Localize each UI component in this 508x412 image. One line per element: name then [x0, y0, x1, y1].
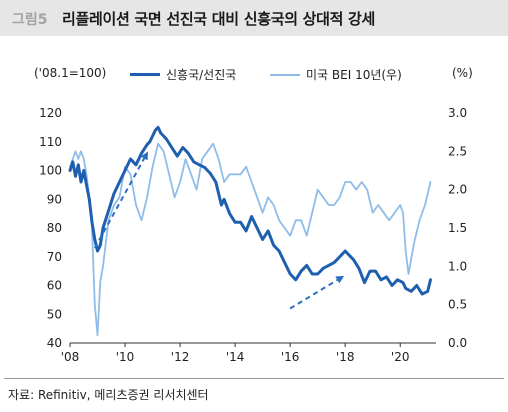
legend-label-bei: 미국 BEI 10년(우): [306, 68, 402, 82]
legend-entry-bei: 미국 BEI 10년(우): [270, 66, 402, 83]
annotations: [93, 151, 345, 310]
legend-swatch-em-dm: [130, 73, 160, 76]
y-left-tick-label: 40: [47, 336, 62, 350]
y-right-tick-label: 2.5: [448, 144, 467, 158]
figure-number: 그림5: [12, 12, 48, 28]
y-left-tick-label: 60: [47, 279, 62, 293]
title-bar: 그림5 리플레이션 국면 선진국 대비 신흥국의 상대적 강세: [0, 0, 508, 36]
y-left-tick-label: 90: [47, 192, 62, 206]
y-left-tick-label: 70: [47, 250, 62, 264]
legend-entry-em-dm: 신흥국/선진국: [130, 66, 236, 83]
y-left-tick-label: 120: [39, 106, 62, 120]
y-right-tick-label: 1.5: [448, 221, 467, 235]
x-tick-label: '08: [61, 350, 80, 364]
x-tick-label: '20: [391, 350, 410, 364]
y-left-tick-label: 110: [39, 135, 62, 149]
series-lines: [68, 125, 432, 337]
x-tick-label: '10: [116, 350, 135, 364]
trend-arrow: [93, 151, 149, 249]
source-note: 자료: Refinitiv, 메리츠증권 리서치센터: [8, 388, 209, 402]
y-right-tick-label: 1.0: [448, 259, 467, 273]
y-left-tick-label: 100: [39, 164, 62, 178]
x-tick-label: '16: [281, 350, 300, 364]
series-line-em-dm: [68, 125, 432, 296]
chart-title: 리플레이션 국면 선진국 대비 신흥국의 상대적 강세: [62, 10, 376, 28]
right-axis-unit: (%): [452, 66, 473, 80]
x-tick-label: '18: [336, 350, 355, 364]
x-tick-label: '14: [226, 350, 245, 364]
y-right-tick-label: 3.0: [448, 106, 467, 120]
axes: 40 50 60 70 80 90 100 110 120 0.0 0.5 1.0 1.5 2.0 2.5 3…: [39, 106, 467, 364]
y-right-tick-label: 0.0: [448, 336, 467, 350]
source-divider: [4, 378, 504, 379]
y-left-tick-label: 80: [47, 221, 62, 235]
y-right-tick-label: 0.5: [448, 298, 467, 312]
legend-swatch-bei: [270, 73, 300, 76]
left-axis-unit: ('08.1=100): [34, 66, 107, 80]
y-left-tick-label: 50: [47, 307, 62, 321]
y-right-tick-label: 2.0: [448, 183, 467, 197]
trend-arrow: [289, 275, 345, 310]
legend-label-em-dm: 신흥국/선진국: [166, 68, 237, 82]
x-tick-label: '12: [171, 350, 190, 364]
series-line-bei: [69, 142, 432, 337]
